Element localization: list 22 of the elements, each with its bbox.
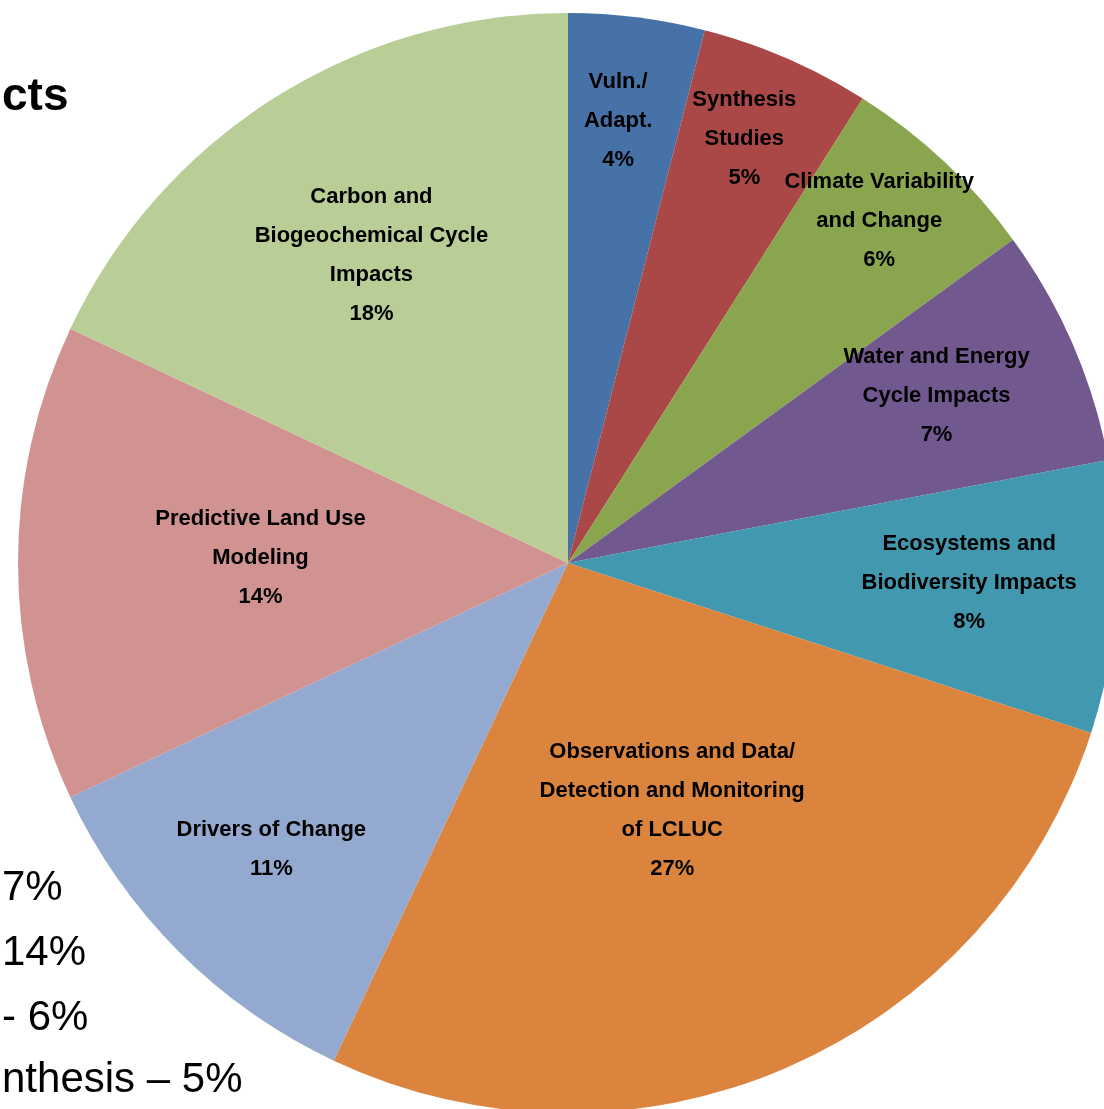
text: nthesis – 5% bbox=[2, 1054, 243, 1101]
slice-label: Carbon and Biogeochemical Cycle Impacts bbox=[254, 183, 489, 287]
data-label: 14% bbox=[238, 582, 283, 608]
data-label: 5% bbox=[728, 163, 761, 189]
slice-label: Water and Energy Cycle Impacts bbox=[843, 343, 1031, 408]
data-label: 7% bbox=[920, 421, 953, 447]
text: 14% bbox=[2, 927, 87, 974]
text: cts bbox=[2, 68, 69, 120]
slice-label: Vuln./ Adapt. bbox=[583, 68, 653, 133]
slice-label: Observations and Data/ Detection and Monitoring of LCLUC bbox=[539, 737, 805, 841]
slice-label: Drivers of Change bbox=[176, 815, 367, 841]
data-label: 8% bbox=[953, 608, 986, 634]
slice-label: Synthesis Studies bbox=[692, 85, 797, 150]
text: 7% bbox=[2, 862, 63, 909]
slice-label: Predictive Land Use Modeling bbox=[155, 504, 366, 569]
data-label: 18% bbox=[349, 300, 394, 326]
slice-label: Ecosystems and Biodiversity Impacts bbox=[861, 530, 1077, 595]
data-label: 4% bbox=[602, 146, 635, 172]
text: - 6% bbox=[2, 992, 89, 1039]
data-label: 11% bbox=[249, 854, 293, 880]
data-label: 6% bbox=[863, 246, 896, 272]
data-label: 27% bbox=[650, 854, 695, 880]
